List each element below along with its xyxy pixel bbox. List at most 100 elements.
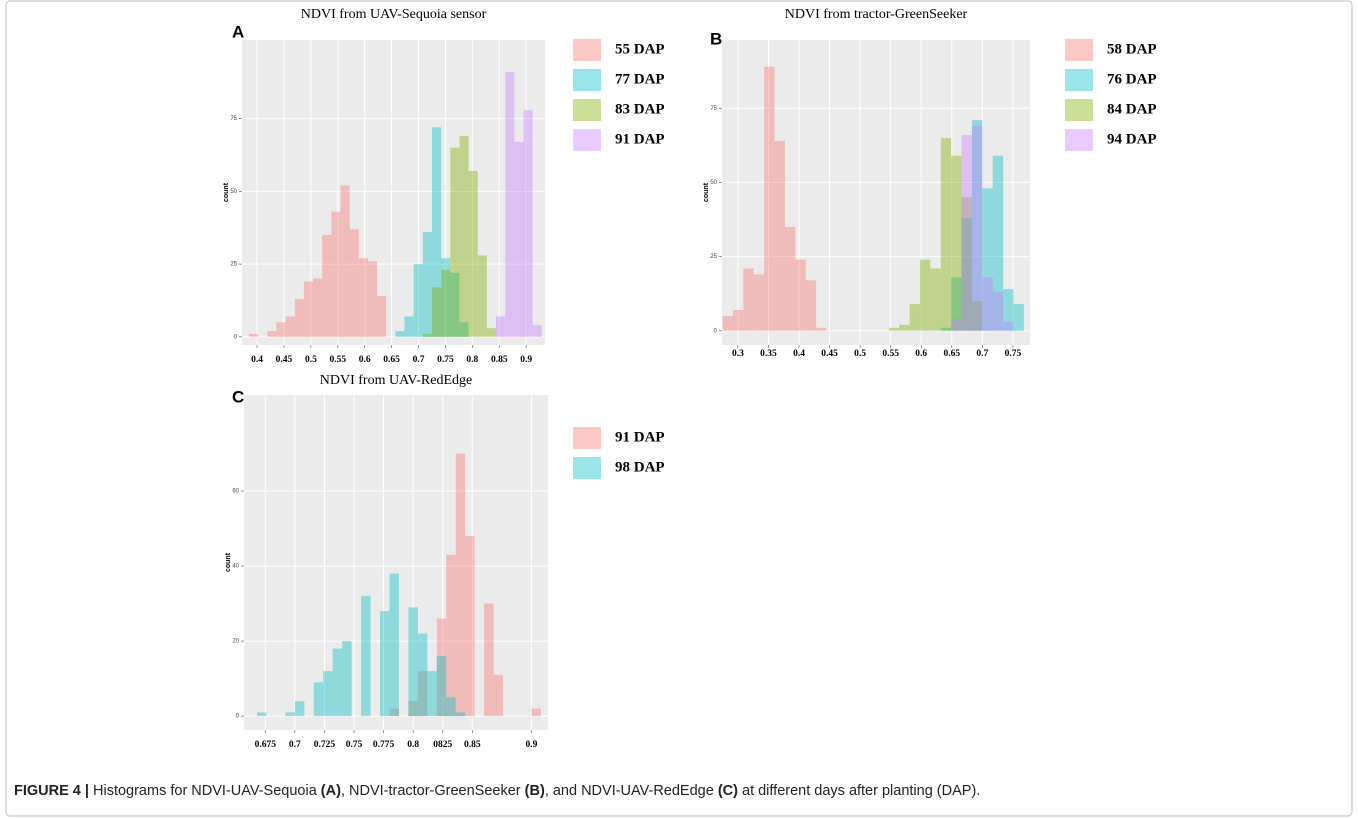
caption-segment: (A) — [320, 783, 341, 799]
histogram-bar — [909, 304, 920, 331]
legend-swatch — [1065, 99, 1093, 121]
histogram-bar — [951, 155, 962, 331]
histogram-bar — [413, 264, 423, 337]
plot-background — [722, 40, 1030, 345]
x-tick-label: 0.75 — [346, 740, 363, 750]
legend-label: 58 DAP — [1107, 41, 1157, 57]
histogram-bar — [982, 188, 993, 331]
x-tick-label: 0.8 — [407, 740, 419, 750]
x-tick-label: 0.3 — [732, 349, 744, 359]
caption-segment: FIGURE 4 | — [14, 783, 89, 799]
histogram-bar — [888, 327, 900, 331]
legend-label: 98 DAP — [615, 459, 665, 475]
y-tick-label: 40 — [232, 564, 239, 570]
histogram-bar — [436, 618, 447, 717]
x-tick-label: 0.85 — [464, 740, 481, 750]
histogram-bar — [514, 141, 524, 337]
legend-swatch — [1065, 129, 1093, 151]
legend-label: 84 DAP — [1107, 101, 1157, 117]
histogram-bar — [733, 309, 744, 331]
x-tick-label: 0.4 — [251, 355, 263, 365]
histogram-bar — [722, 315, 733, 331]
x-tick-label: 0.8 — [466, 355, 478, 365]
histogram-bar — [408, 607, 418, 717]
x-tick-label: 0.55 — [329, 355, 346, 365]
histogram-bar — [417, 633, 428, 717]
histogram-bar — [484, 603, 494, 717]
histogram-bar — [389, 573, 399, 717]
figure-caption: FIGURE 4 | Histograms for NDVI-UAV-Sequo… — [14, 783, 980, 799]
histogram-bar — [477, 255, 487, 337]
legend-swatch — [573, 427, 601, 449]
histogram-bar — [395, 331, 405, 337]
x-tick-label: 0.75 — [1005, 349, 1022, 359]
y-tick-label: 0 — [714, 328, 718, 334]
histogram-bar — [982, 277, 993, 331]
plot-background — [242, 40, 545, 345]
histogram-bar — [951, 277, 962, 331]
histogram-bar — [784, 226, 796, 331]
histogram-bar — [446, 697, 456, 717]
chart-title: NDVI from UAV-Sequoia sensor — [301, 7, 487, 22]
histogram-bar — [367, 261, 378, 337]
histogram-bar — [816, 327, 827, 331]
histogram-bar — [431, 127, 442, 337]
histogram-bar — [930, 268, 941, 331]
histogram-bar — [313, 682, 324, 717]
histogram-bar — [465, 536, 475, 717]
histogram-bar — [992, 155, 1004, 331]
x-tick-label: 0.6 — [915, 349, 927, 359]
histogram-bar — [951, 318, 962, 331]
caption-segment: (B) — [524, 783, 545, 799]
histogram-bar — [446, 554, 456, 717]
x-tick-label: 0.65 — [383, 355, 400, 365]
x-tick-label: 0.85 — [491, 355, 508, 365]
histogram-bar — [257, 712, 267, 717]
histogram-bar — [267, 331, 277, 337]
y-axis-label: count — [703, 182, 710, 202]
y-tick-label: 20 — [232, 639, 239, 645]
histogram-bar — [920, 259, 931, 331]
x-tick-label: 0825 — [433, 740, 452, 750]
panel-label: C — [232, 387, 244, 406]
legend-swatch — [573, 129, 601, 151]
y-tick-label: 75 — [230, 116, 237, 122]
x-tick-label: 0.9 — [520, 355, 532, 365]
histogram-bar — [303, 281, 314, 337]
legend-label: 91 DAP — [615, 429, 665, 445]
x-tick-label: 0.775 — [373, 740, 395, 750]
histogram-bar — [294, 701, 305, 717]
histogram-bar — [459, 136, 469, 337]
histogram-bar — [358, 258, 368, 337]
histogram-bar — [505, 72, 515, 337]
x-tick-label: 0.55 — [882, 349, 899, 359]
histogram-bar — [285, 712, 295, 717]
histogram-bar — [322, 234, 332, 337]
histogram-bar — [940, 327, 952, 331]
histogram-bar — [285, 316, 295, 337]
legend-label: 94 DAP — [1107, 131, 1157, 147]
x-tick-label: 0.35 — [760, 349, 777, 359]
histogram-bar — [441, 269, 451, 337]
histogram-bar — [422, 232, 432, 337]
histogram-bar — [455, 712, 466, 717]
y-tick-label: 0 — [236, 714, 240, 720]
x-tick-label: 0.6 — [359, 355, 371, 365]
histogram-bar — [380, 611, 390, 717]
histogram-bar — [468, 170, 478, 337]
histogram-bar — [486, 328, 497, 337]
histogram-bar — [795, 259, 806, 331]
y-tick-label: 50 — [230, 189, 237, 195]
histogram-bar — [753, 274, 765, 331]
histogram-bar — [361, 596, 371, 717]
caption-segment: at different days after planting (DAP). — [742, 783, 981, 799]
legend-swatch — [573, 69, 601, 91]
x-tick-label: 0.75 — [437, 355, 454, 365]
histogram-bar — [1003, 321, 1014, 331]
y-axis-label: count — [225, 552, 232, 572]
legend-swatch — [1065, 39, 1093, 61]
chart-title: NDVI from tractor-GreenSeeker — [785, 7, 968, 22]
x-tick-label: 0.4 — [793, 349, 805, 359]
histogram-bar — [774, 140, 785, 331]
